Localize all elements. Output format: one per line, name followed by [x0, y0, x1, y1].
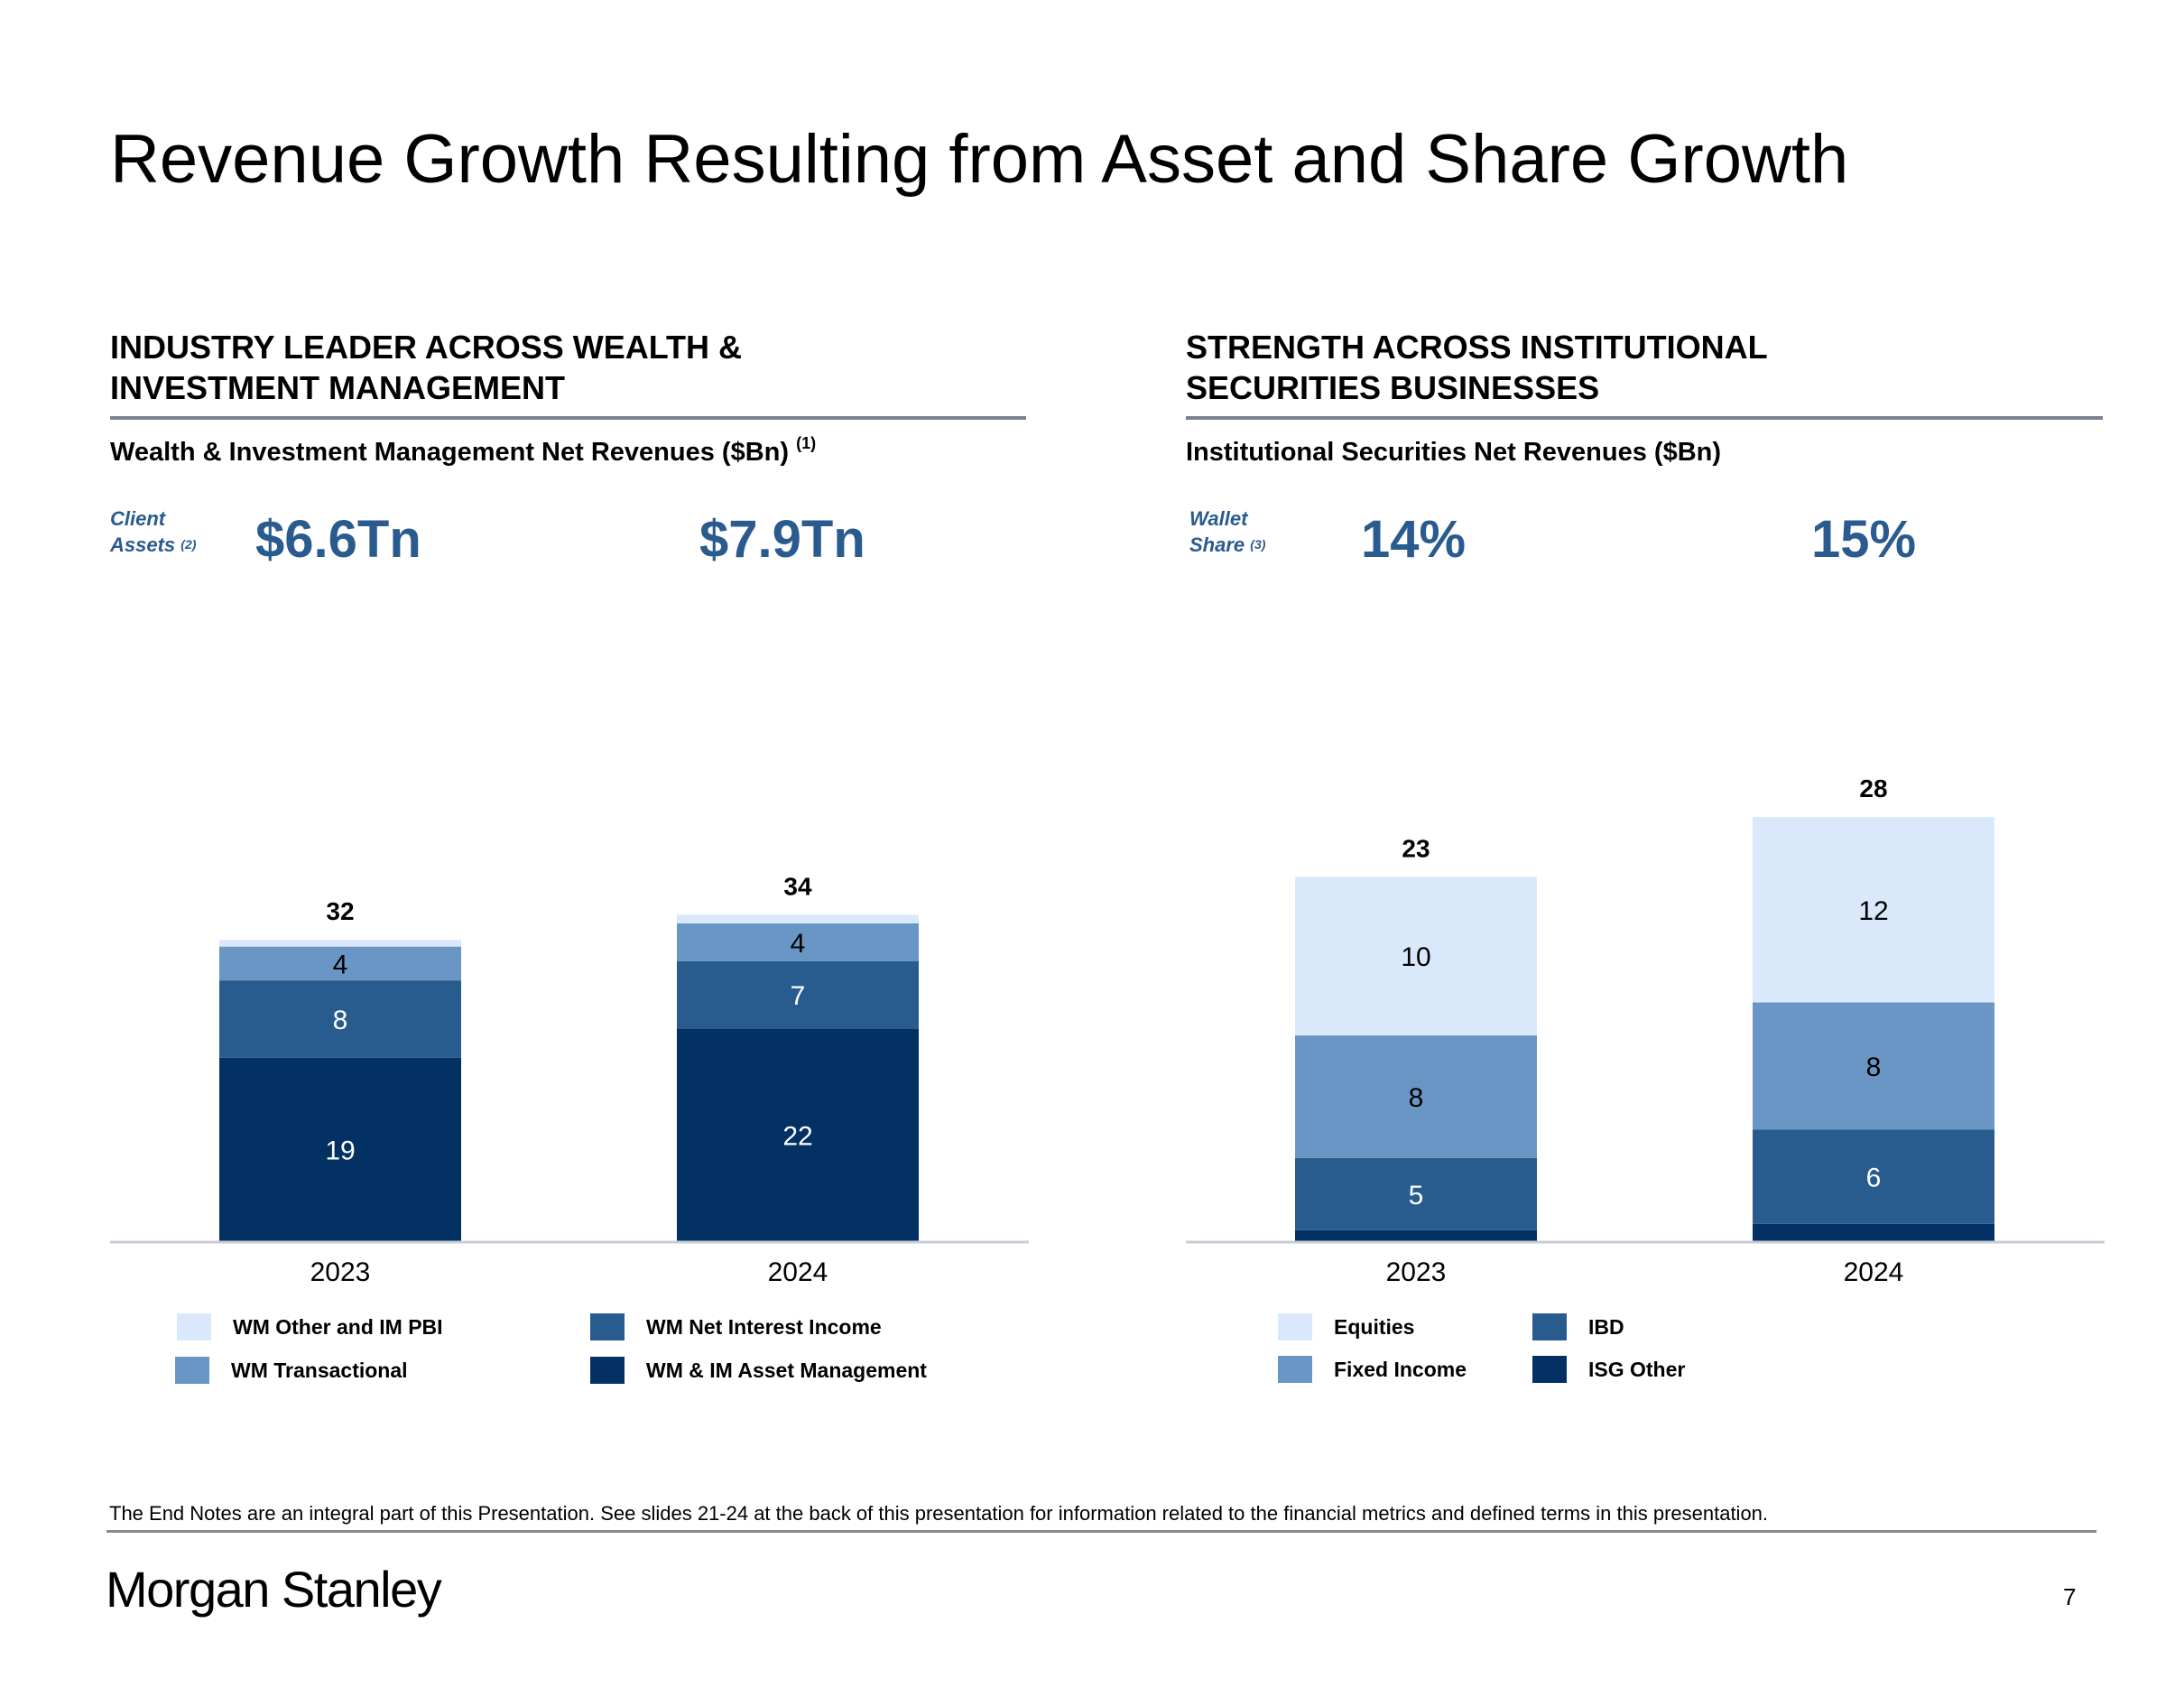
bar-segment-wm-net-interest-income-2023: [219, 980, 461, 1058]
legend-swatch: [177, 1313, 211, 1340]
bar-segment-isg-other-2024: [1753, 1223, 1994, 1241]
legend-item: IBD: [1532, 1313, 1624, 1340]
footer-divider: [106, 1530, 2096, 1533]
bar-segment-fixed-income-2023: [1295, 1035, 1537, 1158]
page-title: Revenue Growth Resulting from Asset and …: [110, 121, 1849, 198]
bar-segment-wm-im-asset-management-2024: [677, 1028, 919, 1241]
segment-value-label: 22: [782, 1121, 812, 1151]
x-axis-tick-label: 2023: [1386, 1257, 1447, 1287]
legend-swatch: [1532, 1356, 1567, 1383]
wallet-share-note: (3): [1250, 537, 1266, 552]
client-assets-note: (2): [180, 537, 197, 552]
wallet-share-2023: 14%: [1361, 510, 1467, 569]
legend-swatch: [590, 1313, 625, 1340]
segment-value-label: 5: [1409, 1181, 1424, 1210]
legend-item: WM Transactional: [175, 1357, 408, 1384]
legend-label: WM Transactional: [231, 1358, 408, 1382]
bar-segment-wm-other-and-im-pbi-2024: [677, 914, 919, 923]
segment-value-label: 4: [791, 929, 806, 959]
x-axis-tick-label: 2024: [1844, 1257, 1904, 1287]
bar-total-label: 23: [1402, 834, 1430, 862]
right-heading-line2: SECURITIES BUSINESSES: [1186, 369, 1600, 406]
right-chart-subheading: Institutional Securities Net Revenues ($…: [1186, 438, 1722, 467]
client-assets-2024: $7.9Tn: [699, 510, 865, 569]
segment-value-label: 12: [1858, 896, 1888, 926]
segment-value-label: 10: [1401, 942, 1430, 972]
footnote: The End Notes are an integral part of th…: [109, 1502, 1769, 1525]
bar-segment-wm-transactional-2023: [219, 946, 461, 981]
bar-segment-fixed-income-2024: [1753, 1002, 1994, 1130]
left-subheading-note: (1): [796, 434, 817, 452]
bar-segment-ibd-2023: [1295, 1157, 1537, 1230]
legend-label: WM Other and IM PBI: [233, 1314, 443, 1339]
legend-label: WM Net Interest Income: [646, 1314, 882, 1339]
client-assets-label-line1: Client: [110, 507, 166, 530]
client-assets-label: Client Assets (2): [110, 505, 196, 558]
client-assets-label-line2: Assets: [110, 533, 176, 556]
legend-label: IBD: [1588, 1314, 1624, 1339]
bar-segment-wm-transactional-2024: [677, 923, 919, 961]
legend-swatch: [590, 1357, 625, 1384]
page-number: 7: [2063, 1583, 2077, 1610]
bar-segment-equities-2024: [1753, 817, 1994, 1003]
bar-segment-equities-2023: [1295, 876, 1537, 1036]
segment-value-label: 8: [333, 1006, 348, 1035]
bar-segment-ibd-2024: [1753, 1129, 1994, 1224]
left-section-heading: INDUSTRY LEADER ACROSS WEALTH & INVESTME…: [110, 327, 1013, 408]
left-heading-line1: INDUSTRY LEADER ACROSS WEALTH &: [110, 329, 743, 366]
bar-total-label: 34: [783, 872, 812, 900]
legend-label: Equities: [1334, 1314, 1415, 1339]
segment-value-label: 4: [333, 950, 348, 979]
legend-item: Equities: [1278, 1313, 1414, 1340]
wim-revenue-chart: 19 8 4 32 2023 22 7 4 34 2024: [110, 872, 1029, 1287]
legend-item: WM & IM Asset Management: [590, 1357, 927, 1384]
right-section-divider: [1186, 416, 2103, 420]
right-heading-line1: STRENGTH ACROSS INSTITUTIONAL: [1186, 329, 1768, 366]
bar-segment-wm-other-and-im-pbi-2023: [219, 940, 461, 947]
bar-total-label: 32: [326, 897, 354, 925]
legend-label: ISG Other: [1588, 1357, 1686, 1381]
wallet-share-label-line1: Wallet: [1189, 507, 1248, 530]
legend-item: Fixed Income: [1278, 1356, 1467, 1383]
legend-item: WM Other and IM PBI: [177, 1313, 443, 1340]
legend-swatch: [175, 1357, 209, 1384]
segment-value-label: 8: [1866, 1053, 1882, 1082]
x-axis-tick-label: 2024: [768, 1257, 828, 1287]
legend-item: ISG Other: [1532, 1356, 1685, 1383]
legend-swatch: [1278, 1313, 1312, 1340]
left-section-divider: [110, 416, 1026, 420]
segment-value-label: 7: [791, 981, 806, 1011]
client-assets-2023: $6.6Tn: [255, 510, 421, 569]
wallet-share-label: Wallet Share (3): [1189, 505, 1265, 558]
wallet-share-2024: 15%: [1811, 510, 1917, 569]
legend-swatch: [1278, 1356, 1312, 1383]
bar-segment-isg-other-2023: [1295, 1229, 1537, 1241]
legend-label: WM & IM Asset Management: [646, 1358, 927, 1382]
bar-segment-wm-im-asset-management-2023: [219, 1057, 461, 1241]
left-heading-line2: INVESTMENT MANAGEMENT: [110, 369, 565, 406]
legend-item: WM Net Interest Income: [590, 1313, 882, 1340]
wallet-share-label-line2: Share: [1189, 533, 1245, 556]
legend-swatch: [1532, 1313, 1567, 1340]
bar-segment-wm-net-interest-income-2024: [677, 960, 919, 1029]
bar-total-label: 28: [1859, 774, 1887, 802]
left-subheading-text: Wealth & Investment Management Net Reven…: [110, 438, 790, 467]
left-chart-subheading: Wealth & Investment Management Net Reven…: [110, 434, 816, 468]
legend-label: Fixed Income: [1334, 1357, 1467, 1381]
x-axis-tick-label: 2023: [310, 1257, 371, 1287]
segment-value-label: 19: [325, 1136, 355, 1165]
isg-revenue-chart: 5 8 10 23 2023 6 8 12 28 2024: [1186, 774, 2105, 1287]
segment-value-label: 6: [1866, 1164, 1882, 1193]
right-section-heading: STRENGTH ACROSS INSTITUTIONAL SECURITIES…: [1186, 327, 2088, 408]
segment-value-label: 8: [1409, 1083, 1424, 1113]
brand-logo: Morgan Stanley: [106, 1561, 442, 1618]
